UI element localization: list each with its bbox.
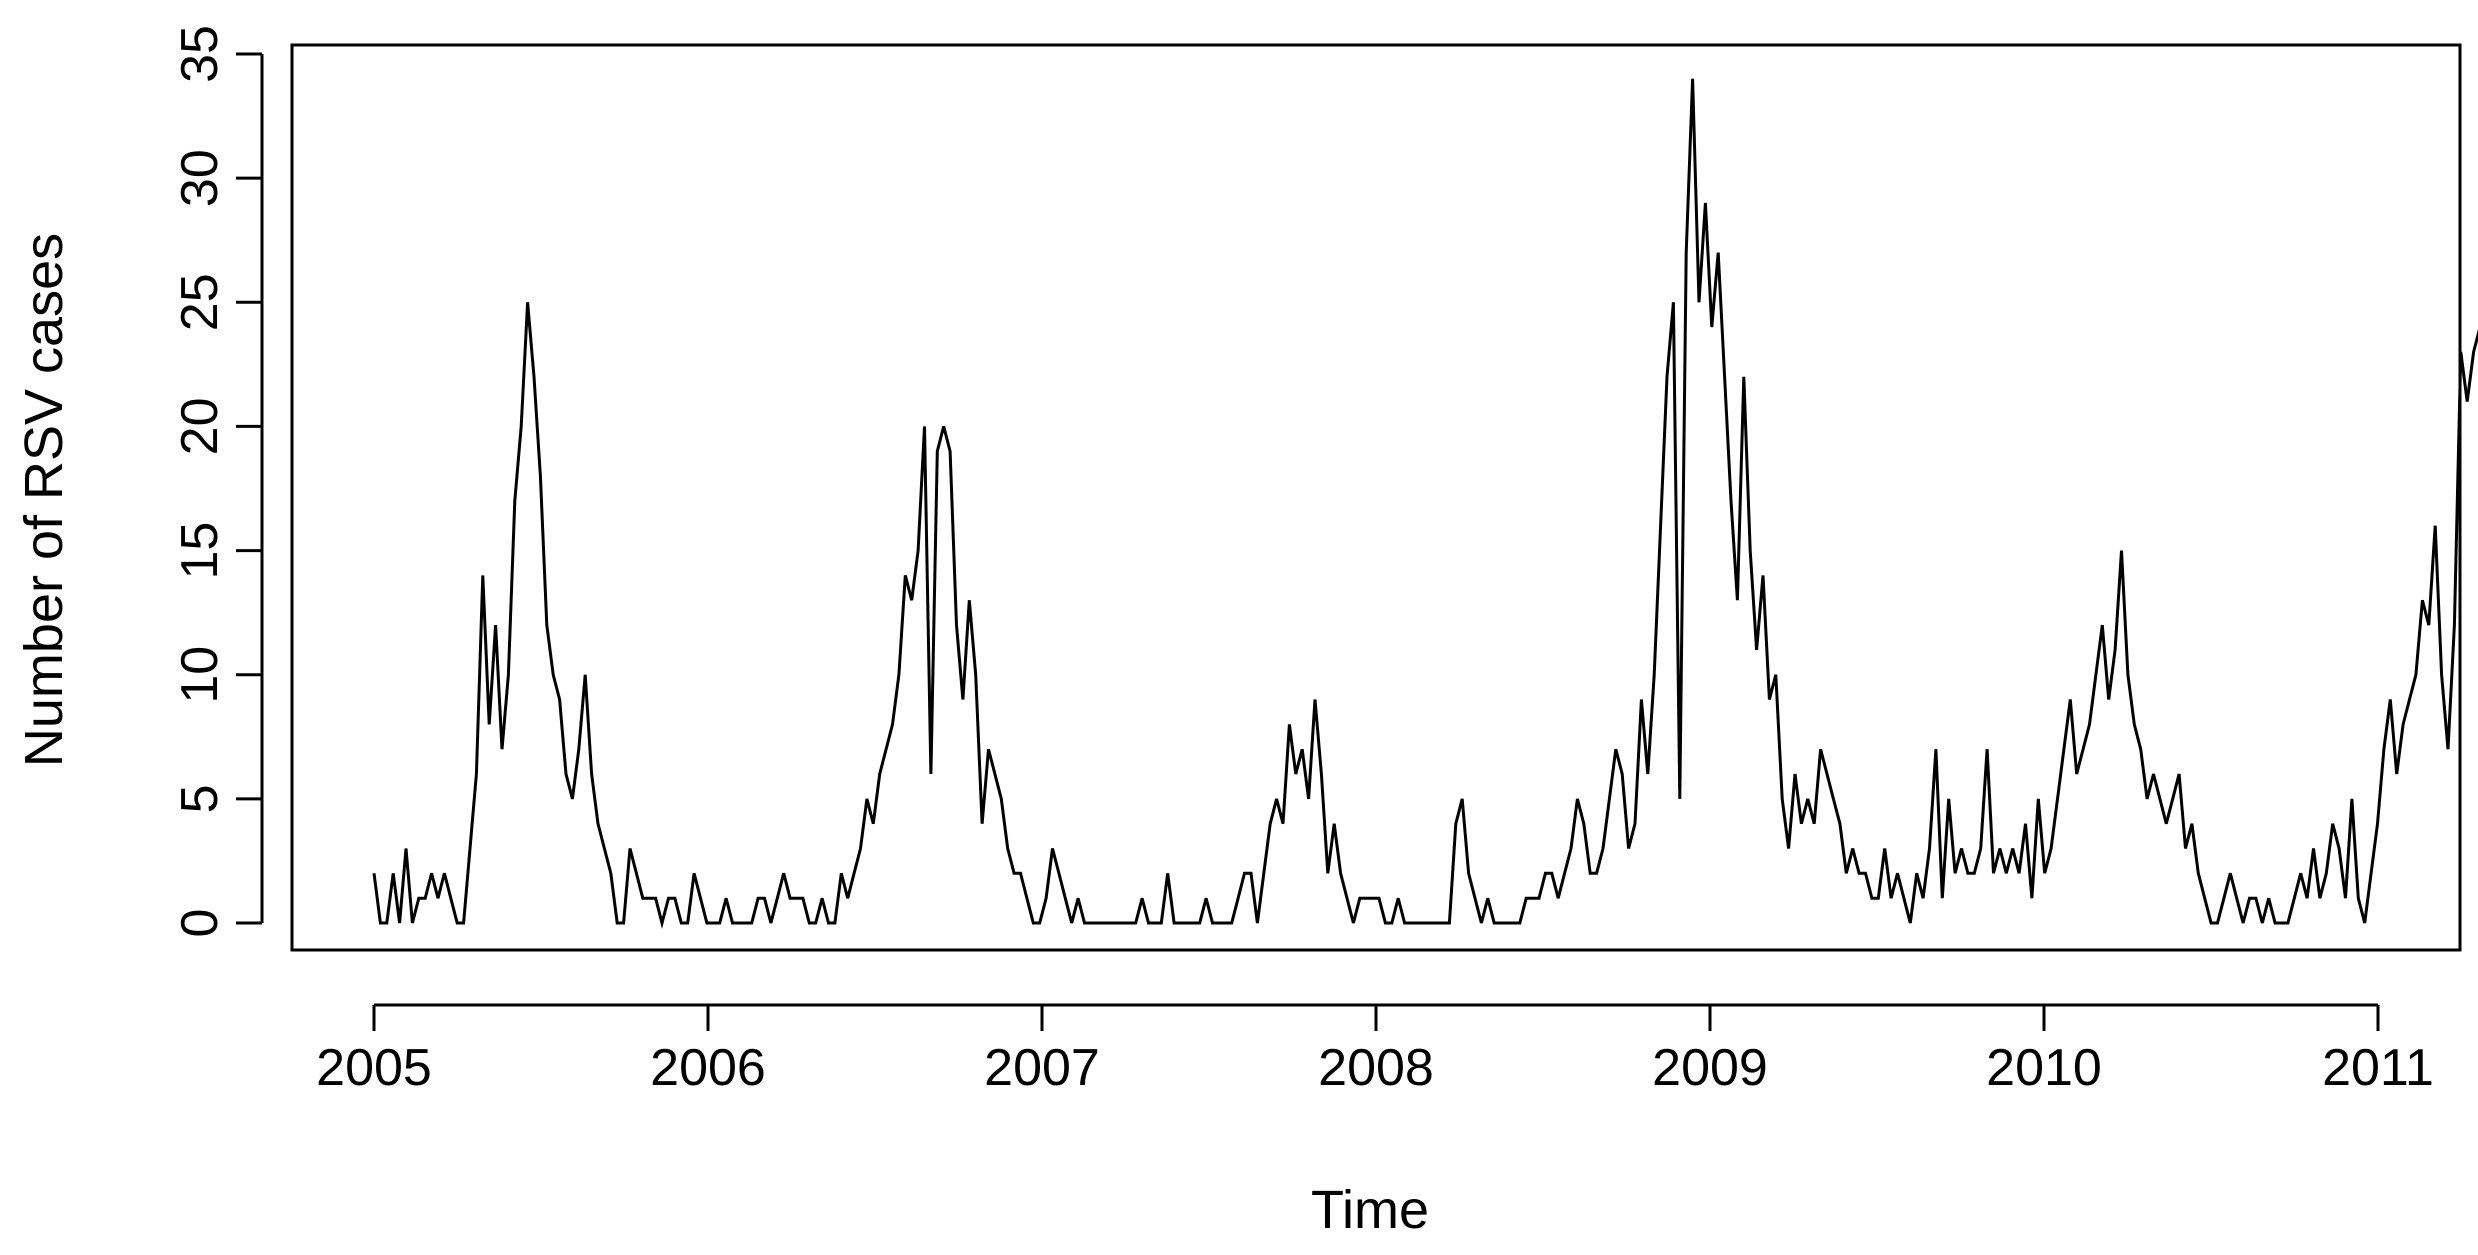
plot-frame (290, 43, 2462, 952)
series-layer (372, 78, 2478, 929)
series-line-0 (372, 78, 2478, 929)
x-tick-label: 2009 (1652, 1039, 1768, 1097)
y-axis: 0 5 10 15 20 25 30 35 (171, 25, 264, 938)
y-tick-label: 0 (171, 909, 229, 938)
y-tick-label: 30 (171, 149, 229, 207)
x-axis-label: Time (1311, 1180, 1429, 1240)
y-tick-label: 10 (171, 646, 229, 704)
y-axis-label: Number of RSV cases (14, 233, 74, 767)
x-tick-label: 2010 (1986, 1039, 2102, 1097)
x-tick-label: 2011 (2322, 1039, 2434, 1097)
y-tick-label: 20 (171, 398, 229, 456)
x-tick-label: 2005 (316, 1039, 432, 1097)
y-tick-label: 15 (171, 522, 229, 580)
y-tick-label: 25 (171, 273, 229, 331)
y-tick-label: 5 (171, 784, 229, 813)
x-tick-label: 2007 (984, 1039, 1100, 1097)
x-axis: 2005 2006 2007 2008 2009 2010 2011 (316, 1003, 2434, 1097)
y-tick-label: 35 (171, 25, 229, 83)
x-tick-label: 2006 (650, 1039, 766, 1097)
x-tick-label: 2008 (1318, 1039, 1434, 1097)
